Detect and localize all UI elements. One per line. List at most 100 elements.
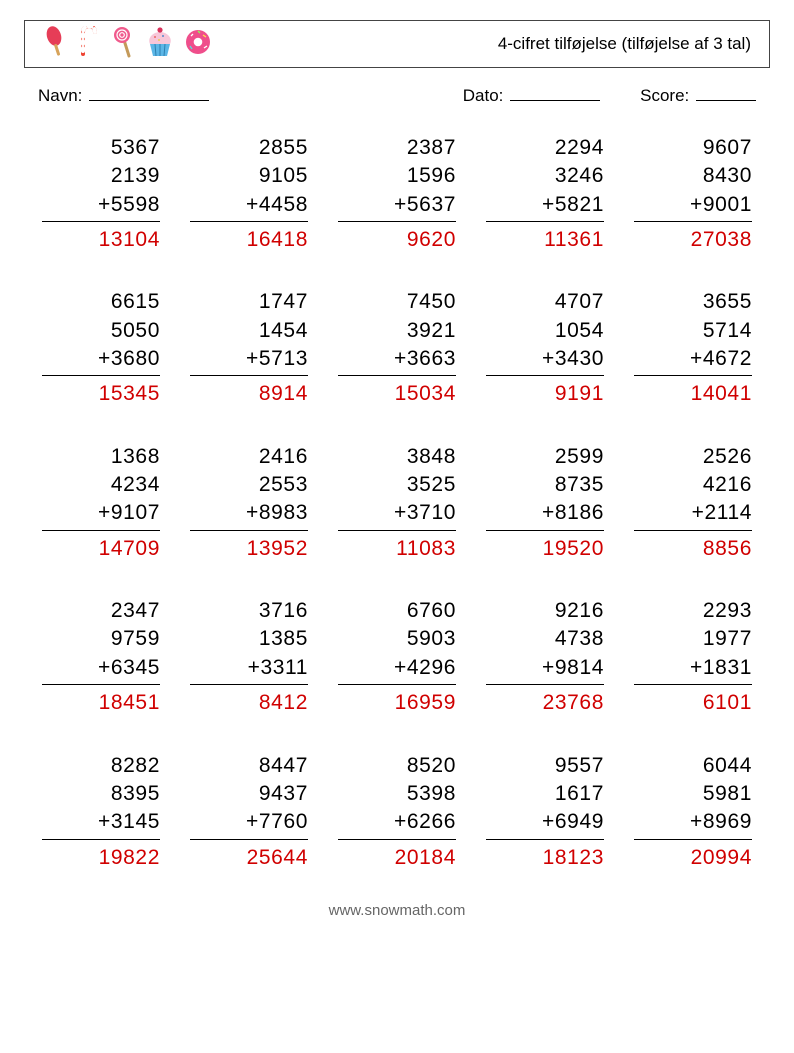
answer: 11083 <box>338 535 456 563</box>
header-box: 4-cifret tilføjelse (tilføjelse af 3 tal… <box>24 20 770 68</box>
date-field: Dato: <box>463 86 600 106</box>
answer: 11361 <box>486 226 604 254</box>
addend-1: 9216 <box>486 597 604 625</box>
addend-1: 1368 <box>42 443 160 471</box>
addend-3: +7760 <box>190 808 308 839</box>
addend-1: 8447 <box>190 752 308 780</box>
addend-2: 2553 <box>190 471 308 499</box>
answer: 16418 <box>190 226 308 254</box>
answer: 20994 <box>634 844 752 872</box>
name-label: Navn: <box>38 86 82 105</box>
answer: 15034 <box>338 380 456 408</box>
addend-3: +3663 <box>338 345 456 376</box>
addend-3: +6345 <box>42 654 160 685</box>
addend-3: +3145 <box>42 808 160 839</box>
problem: 23479759+634518451 <box>42 597 160 717</box>
addend-1: 6760 <box>338 597 456 625</box>
candy-cane-icon <box>77 26 103 63</box>
addend-2: 9759 <box>42 625 160 653</box>
lollipop-icon <box>111 26 137 63</box>
addend-1: 6615 <box>42 288 160 316</box>
addend-2: 5981 <box>634 780 752 808</box>
answer: 16959 <box>338 689 456 717</box>
addend-1: 1747 <box>190 288 308 316</box>
addend-2: 1385 <box>190 625 308 653</box>
problem: 28559105+445816418 <box>190 134 308 254</box>
icon-row <box>43 26 213 63</box>
addend-2: 1054 <box>486 317 604 345</box>
name-field: Navn: <box>38 86 209 106</box>
addend-2: 3246 <box>486 162 604 190</box>
addend-3: +1831 <box>634 654 752 685</box>
addend-2: 8430 <box>634 162 752 190</box>
addend-2: 8735 <box>486 471 604 499</box>
addend-1: 2855 <box>190 134 308 162</box>
donut-icon <box>183 26 213 63</box>
addend-1: 2294 <box>486 134 604 162</box>
score-field: Score: <box>640 86 756 106</box>
addend-3: +8969 <box>634 808 752 839</box>
addend-2: 1617 <box>486 780 604 808</box>
addend-2: 4234 <box>42 471 160 499</box>
addend-3: +8186 <box>486 499 604 530</box>
addend-1: 8282 <box>42 752 160 780</box>
addend-3: +9001 <box>634 191 752 222</box>
addend-3: +3430 <box>486 345 604 376</box>
problem: 25264216+21148856 <box>634 443 752 563</box>
answer: 20184 <box>338 844 456 872</box>
addend-1: 2599 <box>486 443 604 471</box>
addend-3: +4296 <box>338 654 456 685</box>
addend-1: 3848 <box>338 443 456 471</box>
problem: 53672139+559813104 <box>42 134 160 254</box>
problem: 38483525+3710 11083 <box>338 443 456 563</box>
addend-1: 2387 <box>338 134 456 162</box>
addend-2: 3525 <box>338 471 456 499</box>
answer: 18123 <box>486 844 604 872</box>
addend-3: +9814 <box>486 654 604 685</box>
problem: 60445981+896920994 <box>634 752 752 872</box>
addend-3: +5598 <box>42 191 160 222</box>
addend-3: +5821 <box>486 191 604 222</box>
addend-3: +3710 <box>338 499 456 530</box>
addend-3: +5713 <box>190 345 308 376</box>
addend-2: 3921 <box>338 317 456 345</box>
addend-3: +9107 <box>42 499 160 530</box>
addend-1: 2293 <box>634 597 752 625</box>
answer: 14709 <box>42 535 160 563</box>
answer: 8412 <box>190 689 308 717</box>
problem: 96078430+900127038 <box>634 134 752 254</box>
answer: 8856 <box>634 535 752 563</box>
problem: 82828395+314519822 <box>42 752 160 872</box>
answer: 9191 <box>486 380 604 408</box>
answer: 13952 <box>190 535 308 563</box>
answer: 9620 <box>338 226 456 254</box>
answer: 13104 <box>42 226 160 254</box>
addend-1: 7450 <box>338 288 456 316</box>
problems-grid: 53672139+55981310428559105+4458164182387… <box>24 134 770 872</box>
addend-2: 5398 <box>338 780 456 808</box>
date-label: Dato: <box>463 86 504 105</box>
addend-2: 2139 <box>42 162 160 190</box>
addend-1: 2526 <box>634 443 752 471</box>
addend-1: 9557 <box>486 752 604 780</box>
addend-1: 8520 <box>338 752 456 780</box>
addend-2: 5903 <box>338 625 456 653</box>
footer: www.snowmath.com <box>24 902 770 919</box>
problem: 13684234+9107 14709 <box>42 443 160 563</box>
addend-2: 1596 <box>338 162 456 190</box>
addend-2: 5714 <box>634 317 752 345</box>
addend-2: 5050 <box>42 317 160 345</box>
addend-2: 9105 <box>190 162 308 190</box>
addend-3: +6949 <box>486 808 604 839</box>
date-blank <box>510 86 600 101</box>
score-blank <box>696 86 756 101</box>
answer: 14041 <box>634 380 752 408</box>
addend-2: 4216 <box>634 471 752 499</box>
problem: 95571617+6949 18123 <box>486 752 604 872</box>
addend-1: 2416 <box>190 443 308 471</box>
problem: 66155050+368015345 <box>42 288 160 408</box>
problem: 22943246+5821 11361 <box>486 134 604 254</box>
addend-3: +4672 <box>634 345 752 376</box>
answer: 27038 <box>634 226 752 254</box>
score-label: Score: <box>640 86 689 105</box>
